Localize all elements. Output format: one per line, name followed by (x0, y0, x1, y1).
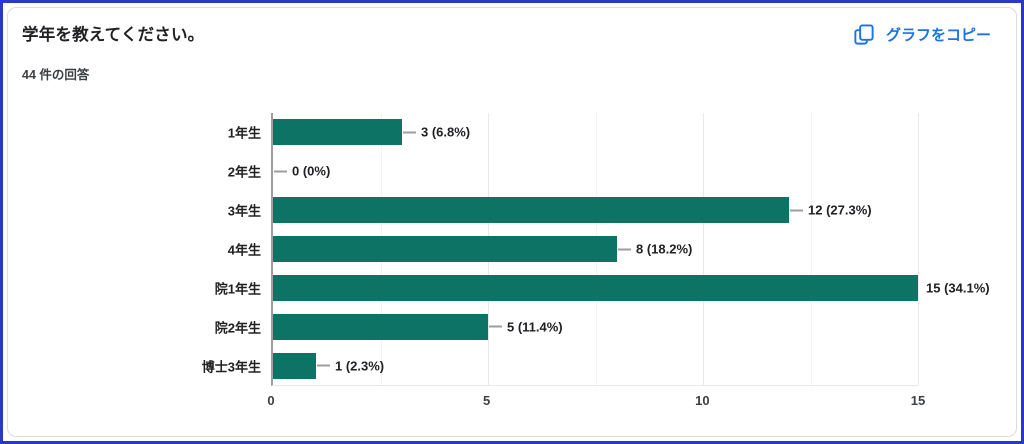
value-label: 1 (2.3%) (334, 358, 385, 374)
bar-annotation: 8 (18.2%) (617, 241, 693, 257)
copy-icon (852, 23, 875, 46)
value-label: 5 (11.4%) (506, 319, 563, 335)
annotation-stem (488, 325, 502, 328)
annotation-stem (617, 248, 631, 250)
x-tick-label: 0 (267, 393, 275, 408)
category-label: 博士3年生 (201, 359, 261, 375)
bar (273, 313, 488, 340)
bar-annotation: 3 (6.8%) (403, 125, 470, 140)
category-label: 院2年生 (214, 320, 261, 336)
value-label: 8 (18.2%) (635, 241, 693, 257)
x-axis-ticks: 0 5 10 15 (267, 393, 925, 411)
value-label: 0 (0%) (292, 163, 331, 179)
bar (273, 274, 918, 301)
chart-row: 博士3年生 1 (2.3%) (202, 346, 918, 385)
chart-row: 院1年生 15 (34.1%) (215, 268, 990, 307)
category-label: 3年生 (227, 203, 261, 219)
category-label: 院1年生 (214, 281, 261, 297)
page-title: 学年を教えてください。 (22, 26, 205, 44)
category-label: 2年生 (227, 164, 261, 180)
bar (273, 352, 316, 379)
gridline (810, 113, 812, 385)
bar (273, 197, 789, 224)
gridline (703, 113, 704, 385)
x-tick-label: 10 (695, 393, 710, 408)
annotation-stem (790, 209, 803, 212)
bar (273, 236, 617, 262)
chart-row: 1年生 3 (6.8%) (228, 113, 918, 152)
value-label: 3 (6.8%) (421, 124, 471, 140)
chart-row: 2年生 0 (0%) (228, 152, 918, 191)
x-tick-label: 15 (910, 393, 926, 408)
value-label: 15 (34.1%) (926, 280, 990, 296)
bar-annotation: 5 (11.4%) (488, 319, 563, 335)
x-tick-label: 5 (483, 393, 491, 408)
bar-annotation: 1 (2.3%) (316, 358, 385, 374)
bar-annotation: 15 (34.1%) (926, 280, 990, 295)
category-label: 4年生 (227, 242, 261, 258)
bar (273, 119, 402, 146)
response-count: 44 件の回答 (22, 68, 90, 82)
annotation-stem (316, 364, 330, 367)
bar-annotation: 0 (0%) (274, 164, 330, 179)
bar-chart-plot: 1年生 3 (6.8%) 2年生 0 (0%) 3年生 12 (27.3%) 4年生 8 (1… (202, 113, 990, 386)
annotation-stem (274, 170, 287, 173)
copy-chart-button[interactable]: グラフをコピー (850, 21, 993, 48)
chart-rows: 1年生 3 (6.8%) 2年生 0 (0%) 3年生 12 (27.3%) 4年生 8 (1… (202, 113, 990, 385)
chart-row: 4年生 8 (18.2%) (228, 230, 918, 269)
gridline (918, 113, 919, 385)
chart-row: 院2年生 5 (11.4%) (215, 307, 918, 346)
bar-annotation: 12 (27.3%) (790, 203, 872, 218)
chart-row: 3年生 12 (27.3%) (228, 191, 918, 230)
annotation-stem (403, 131, 416, 134)
copy-button-label: グラフをコピー (885, 27, 991, 44)
category-label: 1年生 (227, 125, 261, 141)
value-label: 12 (27.3%) (808, 202, 872, 218)
